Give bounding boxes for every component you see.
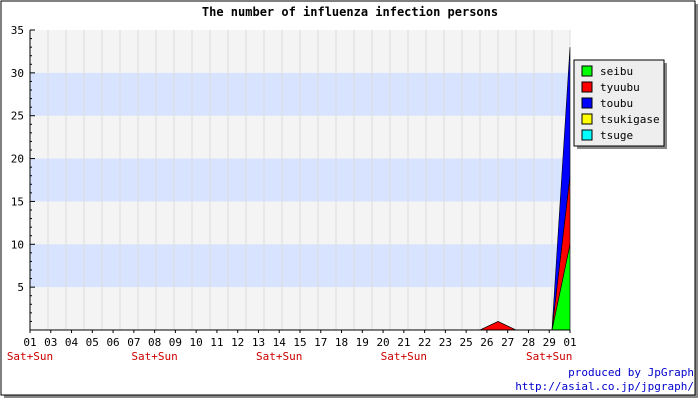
credit-line-1: produced by JpGraph (568, 366, 694, 379)
x-tick-label: 11 (210, 336, 223, 349)
y-tick-label: 35 (11, 24, 24, 37)
x-axis-ticks: 01 03 04 05 06 07 08 09 10 11 12 13 14 15 17 18 19 20 21 22… (23, 330, 577, 349)
x-tick-label: 15 (293, 336, 306, 349)
weekend-label: Sat+Sun (381, 350, 427, 363)
x-tick-label: 10 (190, 336, 203, 349)
x-tick-label: 27 (501, 336, 514, 349)
legend-label-toubu: toubu (600, 97, 633, 110)
legend: seibu tyuubu toubu tsukigase tsuge (573, 59, 667, 149)
weekend-label: Sat+Sun (131, 350, 177, 363)
x-tick-label: 23 (439, 336, 452, 349)
x-tick-label: 26 (480, 336, 493, 349)
legend-swatch-seibu (581, 65, 593, 77)
x-tick-label: 05 (86, 336, 99, 349)
x-tick-label: 22 (418, 336, 431, 349)
y-tick-label: 20 (11, 153, 24, 166)
y-tick-label: 5 (17, 281, 24, 294)
y-tick-label: 30 (11, 67, 24, 80)
legend-swatch-tsuge (581, 129, 593, 141)
legend-swatch-tsukigase (581, 113, 593, 125)
gridlines (47, 30, 571, 330)
weekend-labels: Sat+Sun Sat+Sun Sat+Sun Sat+Sun Sat+Sun (7, 350, 573, 363)
y-tick-label: 10 (11, 238, 24, 251)
x-tick-label: 01 (23, 336, 36, 349)
x-tick-label: 14 (273, 336, 287, 349)
legend-label-seibu: seibu (600, 65, 633, 78)
x-tick-label: 04 (65, 336, 79, 349)
x-tick-label: 25 (460, 336, 473, 349)
x-tick-label: 28 (522, 336, 535, 349)
x-tick-label: 06 (106, 336, 119, 349)
x-tick-label: 09 (169, 336, 182, 349)
x-tick-label: 18 (335, 336, 348, 349)
legend-swatch-tyuubu (581, 81, 593, 93)
x-tick-label: 13 (252, 336, 265, 349)
weekend-label: Sat+Sun (256, 350, 302, 363)
chart-title: The number of influenza infection person… (202, 5, 498, 19)
x-tick-label: 12 (231, 336, 244, 349)
legend-label-tsuge: tsuge (600, 129, 633, 142)
legend-label-tyuubu: tyuubu (600, 81, 640, 94)
credit-line-2[interactable]: http://asial.co.jp/jpgraph/ (515, 380, 694, 393)
x-tick-label: 17 (314, 336, 327, 349)
legend-swatch-toubu (581, 97, 593, 109)
x-tick-label: 19 (356, 336, 369, 349)
x-tick-label: 08 (148, 336, 161, 349)
x-tick-label: 21 (397, 336, 410, 349)
x-tick-label: 29 (543, 336, 556, 349)
weekend-label: Sat+Sun (526, 350, 572, 363)
x-tick-label: 07 (127, 336, 140, 349)
x-tick-label: 01 (563, 336, 576, 349)
weekend-label: Sat+Sun (7, 350, 53, 363)
x-tick-label: 03 (44, 336, 57, 349)
y-tick-label: 15 (11, 195, 24, 208)
y-axis-ticks: 5 10 15 20 25 30 35 (11, 24, 35, 322)
y-tick-label: 25 (11, 110, 24, 123)
x-tick-label: 20 (376, 336, 389, 349)
legend-label-tsukigase: tsukigase (600, 113, 660, 126)
